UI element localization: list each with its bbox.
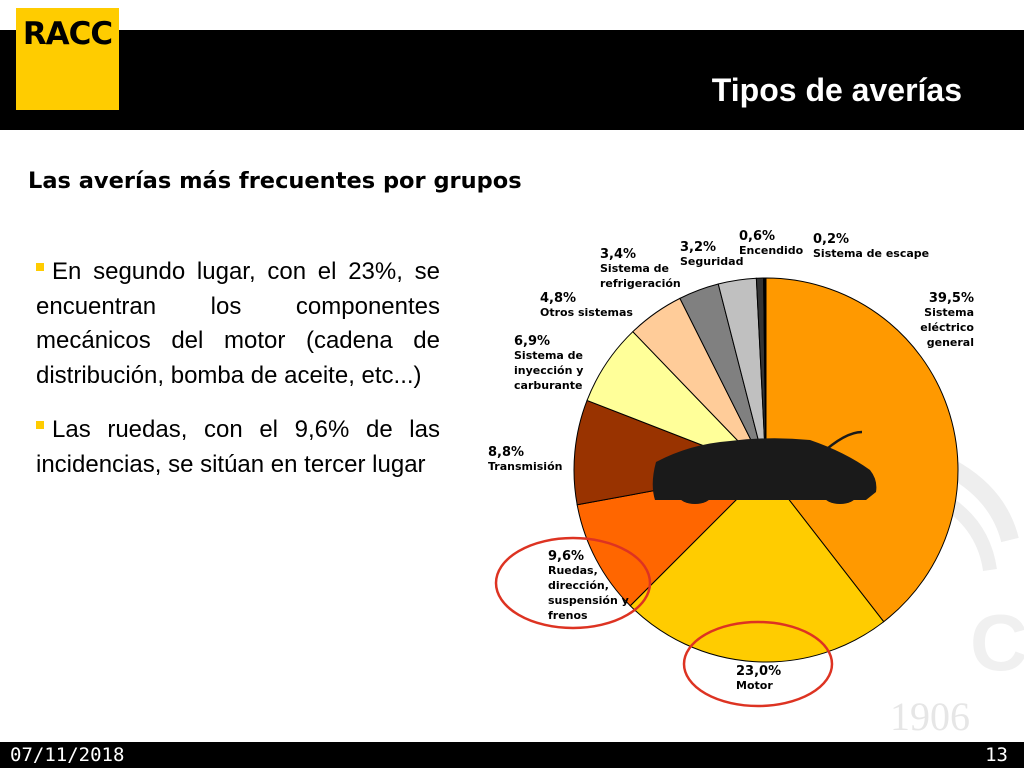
highlight-circle [494,536,652,630]
slice-label: 6,9%Sistema de inyección y carburante [514,334,583,392]
highlight-circle [682,620,834,708]
page-number: 13 [985,744,1008,766]
bullet-text: En segundo lugar, con el 23%, se encuent… [36,258,440,389]
slice-category: Transmisión [488,460,562,473]
slice-category: general [927,336,974,349]
racc-logo: RACC [16,8,119,110]
section-subtitle: Las averías más frecuentes por grupos [28,168,522,194]
pie-slice [763,277,767,471]
page-title: Tipos de averías [711,72,962,108]
pie-slice [576,469,768,607]
slice-percent: 8,8% [488,445,524,460]
square-bullet-icon [36,420,44,429]
car-silhouette-icon [652,430,877,504]
pie-slice [765,277,959,623]
slice-label: 8,8%Transmisión [488,445,562,473]
slice-percent: 4,8% [540,291,576,306]
slice-category: Sistema [924,306,974,319]
slice-category: carburante [514,379,582,392]
slice-category: inyección y [514,364,583,377]
slice-category: Sistema de [600,262,669,275]
slice-percent: 6,9% [514,334,550,349]
bullet-text: Las ruedas, con el 9,6% de las incidenci… [36,416,440,478]
slice-label: 4,8%Otros sistemas [540,291,633,319]
watermark-year: 1906 [890,694,970,739]
bullet-list: En segundo lugar, con el 23%, se encuent… [36,255,440,502]
slice-label: 9,6%Ruedas, dirección, suspensión y frenos [548,549,629,622]
slice-percent: 0,6% [739,229,775,244]
footer-bar [0,742,1024,768]
slice-percent: 3,2% [680,240,716,255]
slice-percent: 39,5% [929,291,974,306]
slice-category: Seguridad [680,255,743,268]
slice-category: refrigeración [600,277,681,290]
slice-label: 0,2%Sistema de escape [813,232,929,260]
slice-label: 39,5%Sistema eléctrico general [920,291,974,349]
slice-category: Motor [736,679,773,692]
slice-label: 0,6%Encendido [739,229,804,257]
slice-label: 3,4%Sistema de refrigeración [600,247,681,290]
footer-date: 07/11/2018 [10,744,125,766]
slice-category: Ruedas, [548,564,598,577]
slice-category: Sistema de [514,349,583,362]
pie-slice [629,469,885,663]
logo-text: RACC [22,16,113,52]
square-bullet-icon [36,262,44,271]
slice-label: 23,0%Motor [736,664,781,692]
bullet-item: En segundo lugar, con el 23%, se encuent… [36,255,440,393]
slice-category: frenos [548,609,588,622]
slice-category: suspensión y [548,594,629,607]
slice-percent: 0,2% [813,232,849,247]
slice-percent: 3,4% [600,247,636,262]
bullet-item: Las ruedas, con el 9,6% de las incidenci… [36,413,440,482]
slice-category: dirección, [548,579,609,592]
slice-category: Sistema de escape [813,247,929,260]
slice-category: eléctrico [920,321,974,334]
svg-text:CC: CC [970,598,1024,687]
slice-percent: 23,0% [736,664,781,679]
header-bar [0,30,1024,130]
slice-category: Encendido [739,244,804,257]
slice-category: Otros sistemas [540,306,633,319]
slice-label: 3,2%Seguridad [680,240,743,268]
slice-percent: 9,6% [548,549,584,564]
